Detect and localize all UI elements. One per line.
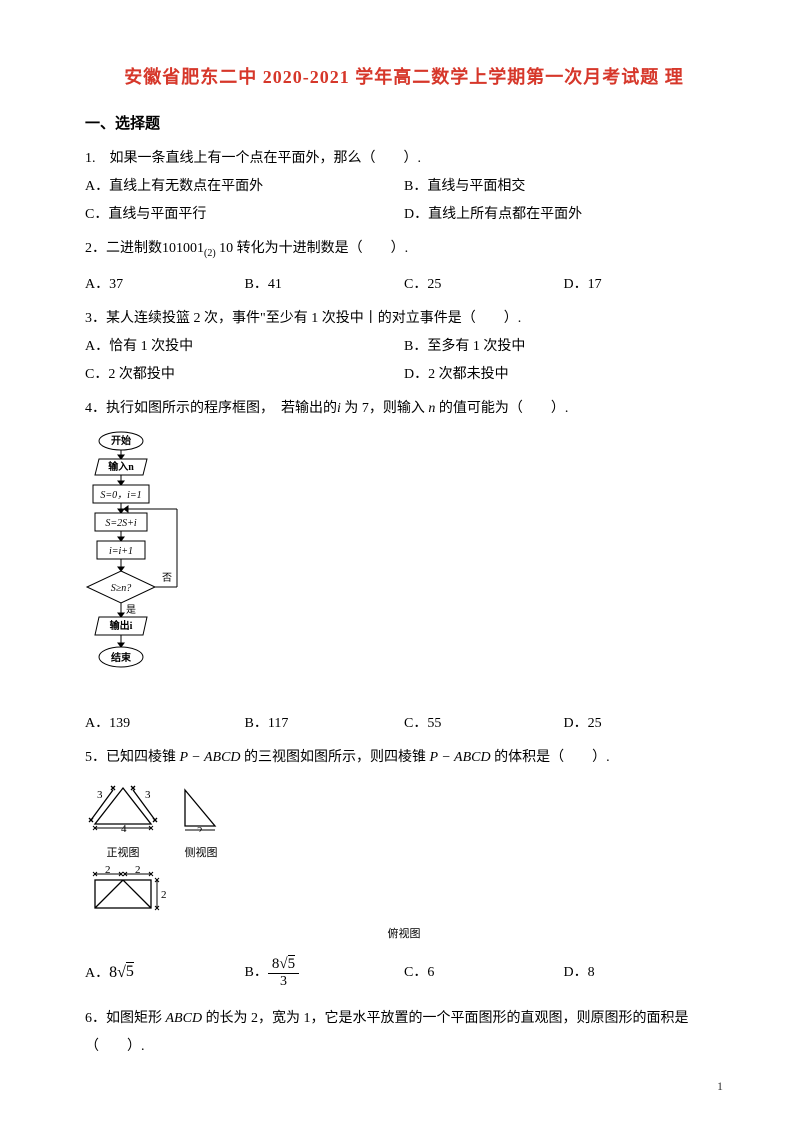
section-1-header: 一、选择题 xyxy=(85,110,723,139)
q6-pre: 6．如图矩形 xyxy=(85,1011,166,1026)
q1-opt-a: A．直线上有无数点在平面外 xyxy=(85,173,404,201)
q6-rect: ABCD xyxy=(166,1011,203,1026)
side-view: 2 侧视图 xyxy=(179,782,223,863)
q3-opt-b: B．至多有 1 次投中 xyxy=(404,333,723,361)
q5-b-den: 3 xyxy=(268,974,299,991)
q1-options: A．直线上有无数点在平面外 B．直线与平面相交 C．直线与平面平行 D．直线上所… xyxy=(85,173,723,229)
q3-opt-c: C．2 次都投中 xyxy=(85,361,404,389)
exam-title: 安徽省肥东二中 2020-2021 学年高二数学上学期第一次月考试题 理 xyxy=(85,60,723,94)
question-6: 6．如图矩形 ABCD 的长为 2，宽为 1，它是水平放置的一个平面图形的直观图… xyxy=(85,1005,723,1061)
q6-stem: 6．如图矩形 ABCD 的长为 2，宽为 1，它是水平放置的一个平面图形的直观图… xyxy=(85,1005,723,1061)
q3-opt-d: D．2 次都未投中 xyxy=(404,361,723,389)
question-5: 5．已知四棱锥 P − ABCD 的三视图如图所示，则四棱锥 P − ABCD … xyxy=(85,744,723,772)
flowchart-svg: 开始 输入n S=0，i=1 S=2S+i i=i+1 S≥ xyxy=(85,431,195,693)
flowchart-diagram: 开始 输入n S=0，i=1 S=2S+i i=i+1 S≥ xyxy=(85,431,195,704)
q4-options: A．139 B．117 C．55 D．25 xyxy=(85,710,723,738)
svg-text:S=2S+i: S=2S+i xyxy=(105,518,136,529)
question-1: 1. 如果一条直线上有一个点在平面外，那么（ ）. A．直线上有无数点在平面外 … xyxy=(85,145,723,229)
q2-opt-b: B．41 xyxy=(245,271,405,299)
q5-pre: 5．已知四棱锥 xyxy=(85,750,180,765)
q2-opt-a: A．37 xyxy=(85,271,245,299)
q4-opt-a: A．139 xyxy=(85,710,245,738)
svg-text:S≥n?: S≥n? xyxy=(111,583,132,594)
q5-solid2: P − ABCD xyxy=(430,750,491,765)
svg-text:S=0，i=1: S=0，i=1 xyxy=(100,490,141,501)
svg-text:结束: 结束 xyxy=(111,651,132,664)
question-3: 3．某人连续投篮 2 次，事件"至少有 1 次投中丨的对立事件是（ ）. A．恰… xyxy=(85,305,723,389)
q2-num: 101001 xyxy=(162,241,204,256)
q2-stem: 2．二进制数101001(2) 10 转化为十进制数是（ ）. xyxy=(85,235,723,264)
q1-opt-b: B．直线与平面相交 xyxy=(404,173,723,201)
q1-opt-d: D．直线上所有点都在平面外 xyxy=(404,201,723,229)
side-view-svg: 2 xyxy=(179,782,223,832)
svg-text:2: 2 xyxy=(105,866,111,876)
svg-text:输入n: 输入n xyxy=(108,460,134,473)
q5-options: A．8√5 B．8√53 C．6 D．8 xyxy=(85,955,723,991)
q2-pre: 2．二进制数 xyxy=(85,241,162,256)
top-view-label: 俯视图 xyxy=(85,924,723,945)
front-view-svg: 3 3 4 xyxy=(85,778,161,832)
svg-text:3: 3 xyxy=(97,789,103,801)
q3-stem: 3．某人连续投篮 2 次，事件"至少有 1 次投中丨的对立事件是（ ）. xyxy=(85,305,723,333)
top-view-svg: 2 2 2 xyxy=(85,866,171,914)
svg-text:2: 2 xyxy=(161,889,167,901)
q5-solid: P − ABCD xyxy=(180,750,241,765)
svg-text:否: 否 xyxy=(162,572,172,584)
q2-post: 10 转化为十进制数是（ ）. xyxy=(216,241,409,256)
page-number: 1 xyxy=(717,1075,723,1098)
q4-opt-b: B．117 xyxy=(245,710,405,738)
q4-post: 的值可能为（ ）. xyxy=(435,401,568,416)
q2-sub: (2) xyxy=(204,247,216,258)
q4-opt-c: C．55 xyxy=(404,710,564,738)
q3-options: A．恰有 1 次投中 B．至多有 1 次投中 C．2 次都投中 D．2 次都未投… xyxy=(85,333,723,389)
q5-post: 的体积是（ ）. xyxy=(491,750,610,765)
q5-opt-c: C．6 xyxy=(404,959,564,987)
svg-text:2: 2 xyxy=(135,866,141,876)
q2-opt-d: D．17 xyxy=(564,271,724,299)
q1-opt-c: C．直线与平面平行 xyxy=(85,201,404,229)
q5-b-pre: B． xyxy=(245,965,268,980)
q4-stem: 4．执行如图所示的程序框图， 若输出的i 为 7，则输入 n 的值可能为（ ）. xyxy=(85,395,723,423)
q4-pre: 4．执行如图所示的程序框图， 若输出的 xyxy=(85,401,337,416)
svg-text:是: 是 xyxy=(126,604,136,616)
q4-opt-d: D．25 xyxy=(564,710,724,738)
svg-text:i=i+1: i=i+1 xyxy=(109,546,133,557)
question-4: 4．执行如图所示的程序框图， 若输出的i 为 7，则输入 n 的值可能为（ ）. xyxy=(85,395,723,423)
front-view-label: 正视图 xyxy=(85,843,161,864)
q3-opt-a: A．恰有 1 次投中 xyxy=(85,333,404,361)
svg-text:2: 2 xyxy=(197,825,203,832)
three-views: 3 3 4 正视图 2 侧视图 xyxy=(85,778,723,945)
q5-opt-d: D．8 xyxy=(564,959,724,987)
q1-stem: 1. 如果一条直线上有一个点在平面外，那么（ ）. xyxy=(85,145,723,173)
q4-mid: 为 7，则输入 xyxy=(341,401,429,416)
q5-mid: 的三视图如图所示，则四棱锥 xyxy=(241,750,430,765)
q5-stem: 5．已知四棱锥 P − ABCD 的三视图如图所示，则四棱锥 P − ABCD … xyxy=(85,744,723,772)
svg-text:输出i: 输出i xyxy=(110,619,133,632)
question-2: 2．二进制数101001(2) 10 转化为十进制数是（ ）. A．37 B．4… xyxy=(85,235,723,300)
q5-a-pre: A． xyxy=(85,966,109,981)
top-view: 2 2 2 俯视图 xyxy=(85,866,723,945)
q2-options: A．37 B．41 C．25 D．17 xyxy=(85,271,723,299)
side-view-label: 侧视图 xyxy=(179,843,223,864)
svg-text:3: 3 xyxy=(145,789,151,801)
q5-opt-a: A．8√5 xyxy=(85,957,245,989)
q2-opt-c: C．25 xyxy=(404,271,564,299)
front-view: 3 3 4 正视图 xyxy=(85,778,161,863)
svg-text:开始: 开始 xyxy=(111,434,131,447)
q5-opt-b: B．8√53 xyxy=(245,955,405,991)
